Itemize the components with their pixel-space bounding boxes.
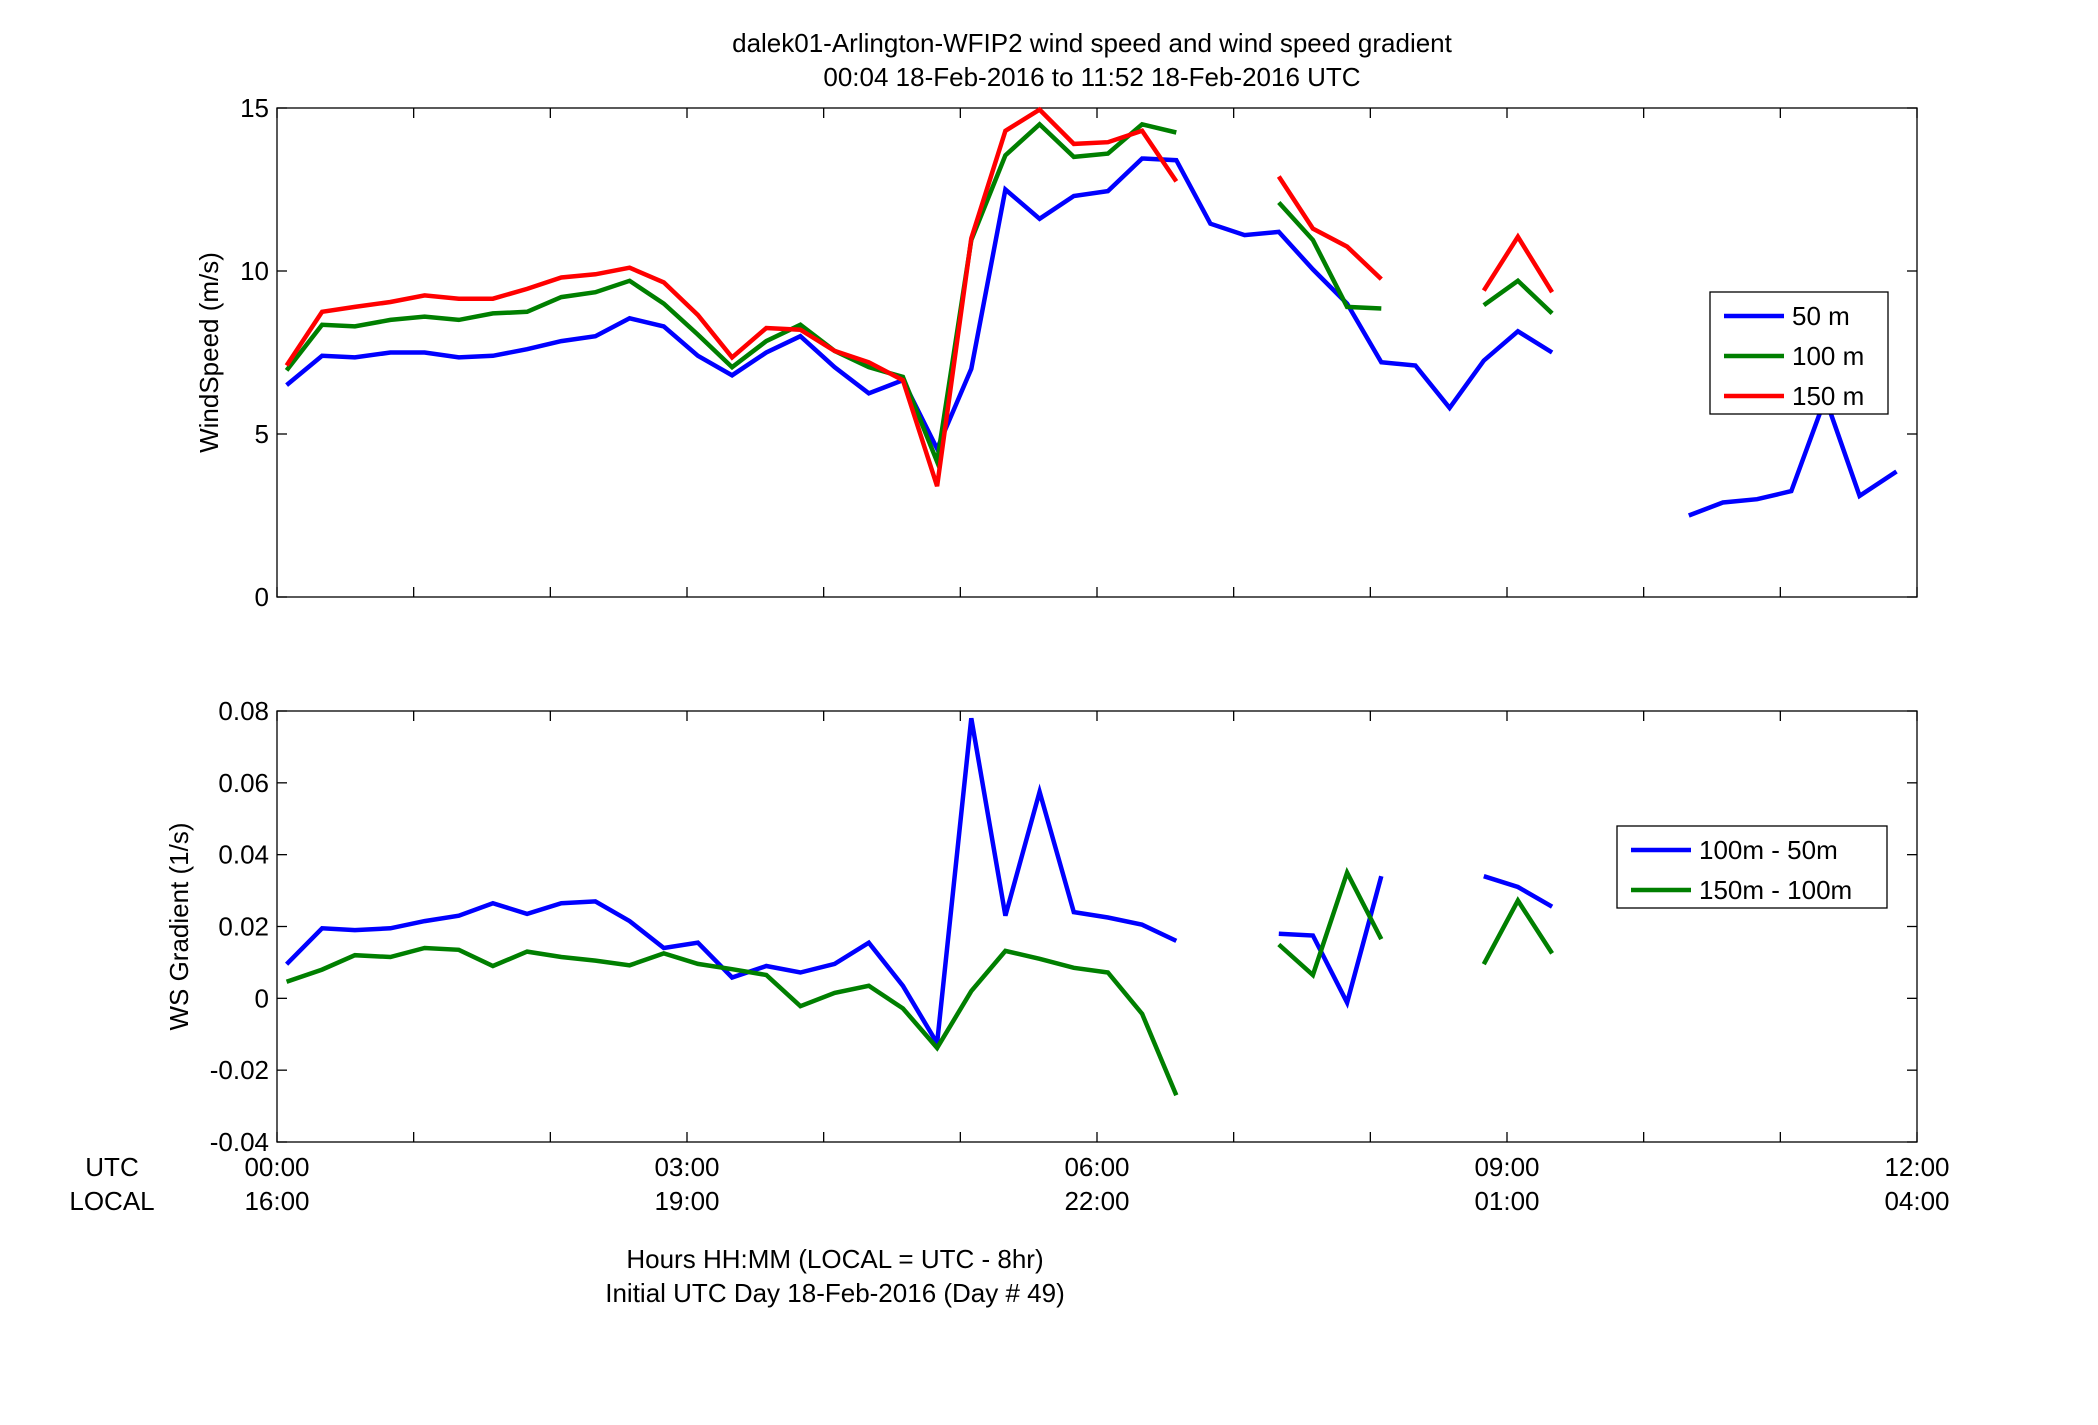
grad-y-tick-label: 0.02 — [218, 912, 269, 942]
ws-series-line-0 — [1687, 391, 1898, 518]
ws-series-line-1 — [1482, 277, 1554, 316]
ws-legend-label-2: 150 m — [1792, 381, 1864, 411]
ws-y-tick-label: 5 — [255, 419, 269, 449]
x-tick-label-local: 16:00 — [244, 1186, 309, 1216]
ws-y-tick-label: 10 — [240, 256, 269, 286]
x-tick-label-utc: 06:00 — [1064, 1152, 1129, 1182]
ws-plot-frame — [276, 107, 1918, 598]
x-tick-label-local: 04:00 — [1884, 1186, 1949, 1216]
x-row-label-utc: UTC — [85, 1152, 138, 1182]
ws-series-line-2 — [1481, 232, 1555, 294]
x-tick-label-utc: 00:00 — [244, 1152, 309, 1182]
ws-series-line-2 — [284, 106, 1179, 487]
x-tick-label-utc: 03:00 — [654, 1152, 719, 1182]
ws-series-line-2 — [1276, 175, 1383, 281]
x-tick-labels-utc: 00:00 03:00 06:00 09:00 12:00 — [244, 1152, 1949, 1182]
windspeed-panel: 0 5 10 15 WindSpeed (m/s) 50 m 100 m 150 m — [194, 93, 1918, 612]
grad-series-line-0 — [285, 717, 1178, 1051]
grad-series-line-1 — [285, 945, 1179, 1097]
ws-legend-label-1: 100 m — [1792, 341, 1864, 371]
grad-y-tick-label: 0 — [255, 983, 269, 1013]
grad-y-tick-label: 0.04 — [218, 840, 269, 870]
grad-plot-frame — [276, 710, 1918, 1143]
grad-y-tick-label: -0.02 — [210, 1055, 269, 1085]
grad-y-tick-label: -0.04 — [210, 1127, 269, 1157]
grad-legend — [1616, 825, 1888, 909]
x-tick-label-utc: 12:00 — [1884, 1152, 1949, 1182]
ws-y-axis-label: WindSpeed (m/s) — [194, 252, 224, 453]
x-axis-label-line2: Initial UTC Day 18-Feb-2016 (Day # 49) — [605, 1278, 1065, 1308]
x-tick-labels-local: 16:00 19:00 22:00 01:00 04:00 — [244, 1186, 1949, 1216]
grad-legend-label-1: 150m - 100m — [1699, 875, 1852, 905]
ws-y-tick-label: 15 — [240, 93, 269, 123]
x-tick-label-local: 19:00 — [654, 1186, 719, 1216]
chart-title-line1: dalek01-Arlington-WFIP2 wind speed and w… — [732, 28, 1453, 58]
x-axis-label-line1: Hours HH:MM (LOCAL = UTC - 8hr) — [626, 1244, 1043, 1274]
grad-y-tick-label: 0.06 — [218, 768, 269, 798]
grad-series-line-0 — [1278, 875, 1384, 1009]
ws-legend — [1709, 291, 1889, 415]
x-row-label-local: LOCAL — [69, 1186, 154, 1216]
ws-legend-label-0: 50 m — [1792, 301, 1850, 331]
gradient-panel: -0.04 -0.02 0 0.02 0.04 0.06 0.08 WS Gradient (… — [164, 696, 1918, 1157]
x-tick-label-local: 01:00 — [1474, 1186, 1539, 1216]
grad-series-line-1 — [1481, 896, 1554, 966]
ws-series-line-1 — [1277, 200, 1382, 311]
ws-series-line-1 — [284, 121, 1177, 471]
grad-legend-label-0: 100m - 50m — [1699, 835, 1838, 865]
grad-series-line-0 — [1483, 874, 1554, 909]
ws-y-tick-label: 0 — [255, 582, 269, 612]
grad-y-axis-label: WS Gradient (1/s) — [164, 822, 194, 1030]
x-tick-label-local: 22:00 — [1064, 1186, 1129, 1216]
grad-series-line-1 — [1277, 866, 1384, 979]
grad-y-tick-label: 0.08 — [218, 696, 269, 726]
x-tick-label-utc: 09:00 — [1474, 1152, 1539, 1182]
chart-title-line2: 00:04 18-Feb-2016 to 11:52 18-Feb-2016 U… — [823, 62, 1360, 92]
